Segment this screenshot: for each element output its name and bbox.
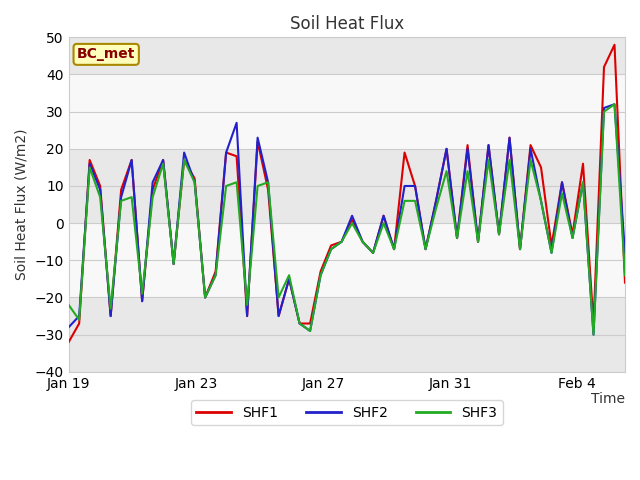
- X-axis label: Time: Time: [591, 392, 625, 406]
- Y-axis label: Soil Heat Flux (W/m2): Soil Heat Flux (W/m2): [15, 129, 29, 280]
- Text: BC_met: BC_met: [77, 48, 136, 61]
- Title: Soil Heat Flux: Soil Heat Flux: [290, 15, 404, 33]
- Bar: [68, 298, 625, 372]
- Legend: SHF1, SHF2, SHF3: SHF1, SHF2, SHF3: [191, 400, 503, 425]
- Bar: [68, 223, 625, 298]
- Bar: [68, 37, 625, 74]
- Bar: [68, 74, 625, 149]
- Bar: [68, 149, 625, 223]
